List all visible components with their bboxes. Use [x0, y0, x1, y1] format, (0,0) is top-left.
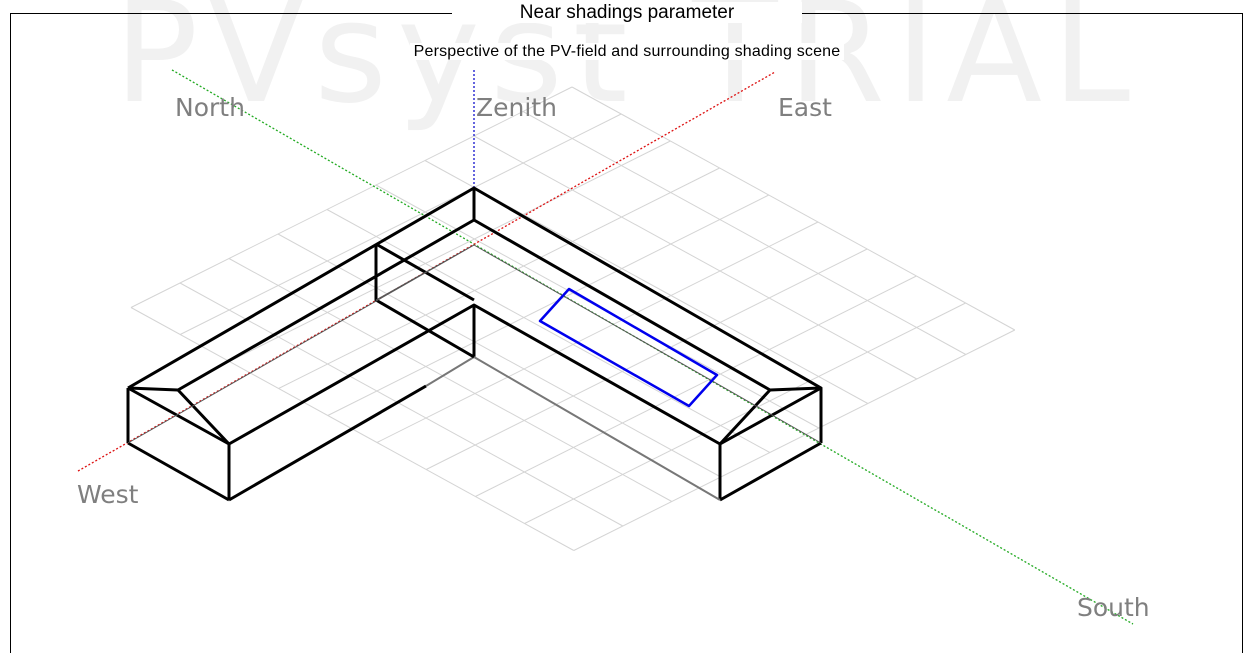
grid-line — [130, 86, 573, 308]
pv-field[interactable] — [538, 287, 719, 408]
building-shading-object[interactable] — [126, 186, 823, 502]
grid-line — [228, 258, 673, 502]
grid-line — [326, 209, 771, 453]
ground-grid — [130, 86, 1016, 551]
wall-edge-hidden — [425, 356, 475, 387]
grid-line — [522, 111, 967, 355]
east-label: East — [778, 93, 832, 122]
hip-line — [718, 388, 772, 446]
window-title-text: Near shadings parameter — [451, 2, 803, 23]
grid-line — [475, 275, 917, 497]
window-title: Near shadings parameter — [0, 2, 1254, 24]
scene-subtitle: Perspective of the PV-field and surround… — [0, 43, 1254, 61]
wall-edge — [127, 441, 230, 502]
orientation-axes — [77, 69, 1134, 625]
wall-edge-hidden — [473, 356, 721, 501]
wall-edge — [228, 384, 427, 502]
north-south-axis — [171, 69, 1134, 625]
hip-line — [176, 388, 231, 446]
south-label: South — [1077, 593, 1150, 622]
grid-line — [229, 140, 671, 362]
north-label: North — [175, 93, 245, 122]
grid-line — [278, 167, 720, 389]
hidden-edge — [473, 244, 822, 444]
zenith-label: Zenith — [476, 93, 557, 122]
grid-line — [277, 233, 722, 478]
hidden-edge — [127, 244, 475, 444]
grid-line — [425, 248, 868, 470]
scene-subtitle-text: Perspective of the PV-field and surround… — [409, 43, 845, 60]
grid-line — [179, 282, 624, 527]
grid-line — [524, 302, 966, 524]
west-label: West — [77, 480, 139, 509]
grid-line — [473, 135, 918, 380]
pv-field-outline — [538, 287, 719, 408]
inner-corner-wall — [374, 244, 475, 359]
grid-line — [573, 329, 1016, 551]
grid-line — [179, 113, 622, 335]
hip-line — [127, 386, 179, 392]
grid-line — [376, 221, 819, 443]
hip-line — [769, 386, 822, 392]
grid-line — [571, 86, 1016, 331]
wall-edge — [719, 441, 822, 502]
grid-line — [327, 194, 770, 416]
